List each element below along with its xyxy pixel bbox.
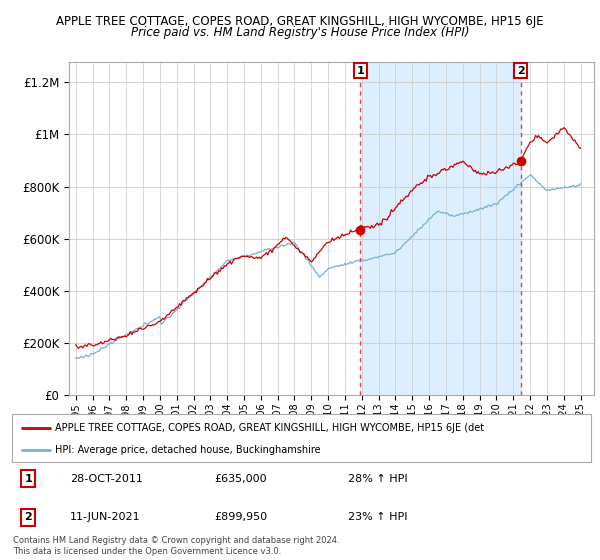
Text: 2: 2 bbox=[25, 512, 32, 522]
Text: APPLE TREE COTTAGE, COPES ROAD, GREAT KINGSHILL, HIGH WYCOMBE, HP15 6JE: APPLE TREE COTTAGE, COPES ROAD, GREAT KI… bbox=[56, 15, 544, 27]
Text: £635,000: £635,000 bbox=[215, 474, 267, 484]
Text: 28% ↑ HPI: 28% ↑ HPI bbox=[348, 474, 407, 484]
Text: APPLE TREE COTTAGE, COPES ROAD, GREAT KINGSHILL, HIGH WYCOMBE, HP15 6JE (det: APPLE TREE COTTAGE, COPES ROAD, GREAT KI… bbox=[55, 423, 485, 433]
Text: HPI: Average price, detached house, Buckinghamshire: HPI: Average price, detached house, Buck… bbox=[55, 445, 321, 455]
Text: 1: 1 bbox=[25, 474, 32, 484]
Text: 28-OCT-2011: 28-OCT-2011 bbox=[70, 474, 143, 484]
Text: 23% ↑ HPI: 23% ↑ HPI bbox=[348, 512, 407, 522]
Text: 1: 1 bbox=[356, 66, 364, 76]
Text: 11-JUN-2021: 11-JUN-2021 bbox=[70, 512, 140, 522]
Text: Contains HM Land Registry data © Crown copyright and database right 2024.
This d: Contains HM Land Registry data © Crown c… bbox=[13, 536, 340, 556]
Text: Price paid vs. HM Land Registry's House Price Index (HPI): Price paid vs. HM Land Registry's House … bbox=[131, 26, 469, 39]
Text: 2: 2 bbox=[517, 66, 524, 76]
Bar bbox=[361, 62, 521, 395]
Text: £899,950: £899,950 bbox=[215, 512, 268, 522]
